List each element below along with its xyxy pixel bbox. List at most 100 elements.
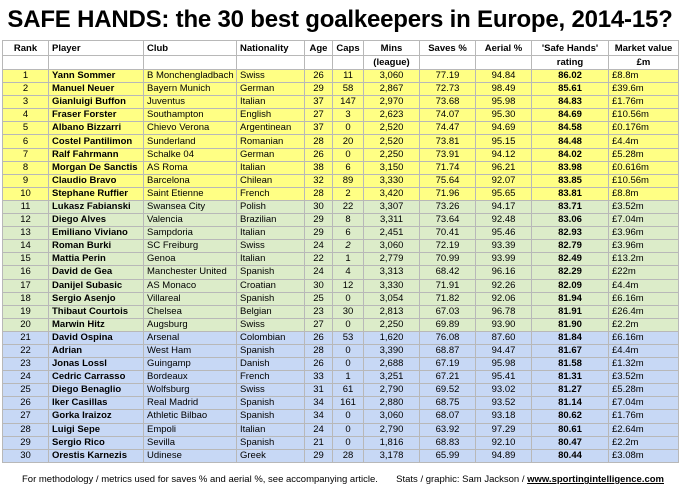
cell-mins: 3,054	[363, 291, 420, 306]
cell-player: Cedric Carrasso	[48, 370, 144, 385]
header-nationality-sub	[236, 55, 305, 70]
cell-player: Jonas Lossl	[48, 357, 144, 372]
header-saves-sub	[419, 55, 476, 70]
cell-rating: 84.69	[531, 108, 609, 123]
cell-age: 26	[304, 68, 333, 84]
cell-rank: 7	[2, 147, 49, 162]
cell-market-value: £2.2m	[608, 317, 679, 332]
cell-rating: 84.83	[531, 95, 609, 110]
cell-saves: 73.26	[419, 199, 476, 215]
cell-nationality: Colombian	[236, 330, 305, 345]
cell-saves: 76.08	[419, 330, 476, 345]
cell-aerial: 92.06	[475, 291, 532, 306]
cell-rank: 3	[2, 95, 49, 110]
table-row: 12 Diego Alves Valencia Brazilian 29 8 3,311 73…	[2, 213, 679, 228]
cell-caps: 61	[332, 383, 364, 398]
cell-market-value: £10.56m	[608, 173, 679, 188]
cell-nationality: Swiss	[236, 68, 305, 84]
cell-caps: 0	[332, 121, 364, 136]
methodology-note: For methodology / metrics used for saves…	[22, 474, 378, 485]
cell-mins: 1,816	[363, 435, 420, 450]
cell-market-value: £22m	[608, 265, 679, 280]
table-row: 11 Lukasz Fabianski Swansea City Polish 30 22…	[2, 199, 679, 215]
cell-mins: 3,390	[363, 343, 420, 359]
cell-saves: 73.91	[419, 147, 476, 162]
cell-rank: 15	[2, 252, 49, 267]
cell-club: Sunderland	[143, 134, 237, 149]
cell-nationality: French	[236, 370, 305, 385]
cell-player: Gorka Iraizoz	[48, 409, 144, 424]
cell-age: 29	[304, 82, 333, 97]
cell-age: 28	[304, 134, 333, 149]
cell-saves: 67.21	[419, 370, 476, 385]
header-nationality: Nationality	[236, 40, 305, 56]
cell-mins: 3,178	[363, 448, 420, 463]
cell-saves: 67.03	[419, 304, 476, 319]
cell-caps: 147	[332, 95, 364, 110]
cell-saves: 73.64	[419, 213, 476, 228]
cell-rating: 80.62	[531, 409, 609, 424]
cell-nationality: German	[236, 82, 305, 97]
cell-saves: 73.81	[419, 134, 476, 149]
cell-nationality: Argentinean	[236, 121, 305, 136]
cell-rating: 82.29	[531, 265, 609, 280]
table-row: 5 Albano Bizzarri Chievo Verona Argentinean…	[2, 121, 679, 136]
cell-club: Saint Etienne	[143, 186, 237, 201]
cell-saves: 68.75	[419, 396, 476, 411]
cell-nationality: Spanish	[236, 343, 305, 359]
cell-club: Real Madrid	[143, 396, 237, 411]
cell-rating: 83.98	[531, 160, 609, 175]
cell-rank: 1	[2, 68, 49, 84]
cell-aerial: 95.98	[475, 357, 532, 372]
cell-rank: 4	[2, 108, 49, 123]
cell-rating: 84.02	[531, 147, 609, 162]
cell-player: Sergio Asenjo	[48, 291, 144, 306]
cell-club: Southampton	[143, 108, 237, 123]
cell-club: Valencia	[143, 213, 237, 228]
cell-age: 29	[304, 226, 333, 241]
cell-rating: 81.27	[531, 383, 609, 398]
header-age-sub	[304, 55, 333, 70]
cell-club: Wolfsburg	[143, 383, 237, 398]
cell-nationality: Swiss	[236, 239, 305, 254]
cell-age: 34	[304, 396, 333, 411]
cell-rating: 81.31	[531, 370, 609, 385]
cell-player: Diego Alves	[48, 213, 144, 228]
cell-market-value: £2.64m	[608, 422, 679, 437]
cell-club: Chievo Verona	[143, 121, 237, 136]
cell-rank: 29	[2, 435, 49, 450]
header-aerial: Aerial %	[475, 40, 532, 56]
cell-caps: 30	[332, 304, 364, 319]
cell-rating: 81.14	[531, 396, 609, 411]
table-row: 27 Gorka Iraizoz Athletic Bilbao Spanish 34 0…	[2, 409, 679, 424]
table-row: 18 Sergio Asenjo Villareal Spanish 25 0 3,054 7…	[2, 291, 679, 306]
cell-mins: 3,313	[363, 265, 420, 280]
cell-rank: 24	[2, 370, 49, 385]
cell-caps: 0	[332, 291, 364, 306]
cell-age: 23	[304, 304, 333, 319]
cell-player: Iker Casillas	[48, 396, 144, 411]
cell-caps: 11	[332, 68, 364, 84]
cell-market-value: £7.04m	[608, 213, 679, 228]
cell-rating: 84.48	[531, 134, 609, 149]
header-age: Age	[304, 40, 333, 56]
cell-player: Morgan De Sanctis	[48, 160, 144, 175]
cell-mins: 2,813	[363, 304, 420, 319]
cell-age: 28	[304, 343, 333, 359]
cell-player: Marwin Hitz	[48, 317, 144, 332]
table-row: 9 Claudio Bravo Barcelona Chilean 32 89 3,330 7…	[2, 173, 679, 188]
cell-rating: 82.79	[531, 239, 609, 254]
cell-mins: 2,623	[363, 108, 420, 123]
cell-club: Manchester United	[143, 265, 237, 280]
cell-nationality: Danish	[236, 357, 305, 372]
cell-mins: 3,420	[363, 186, 420, 201]
cell-club: AS Monaco	[143, 278, 237, 293]
website-link[interactable]: www.sportingintelligence.com	[527, 474, 664, 485]
cell-mins: 2,688	[363, 357, 420, 372]
cell-saves: 71.91	[419, 278, 476, 293]
cell-player: Fraser Forster	[48, 108, 144, 123]
cell-rank: 23	[2, 357, 49, 372]
header-rating-sub: rating	[531, 55, 609, 70]
cell-mins: 3,307	[363, 199, 420, 215]
cell-caps: 22	[332, 199, 364, 215]
